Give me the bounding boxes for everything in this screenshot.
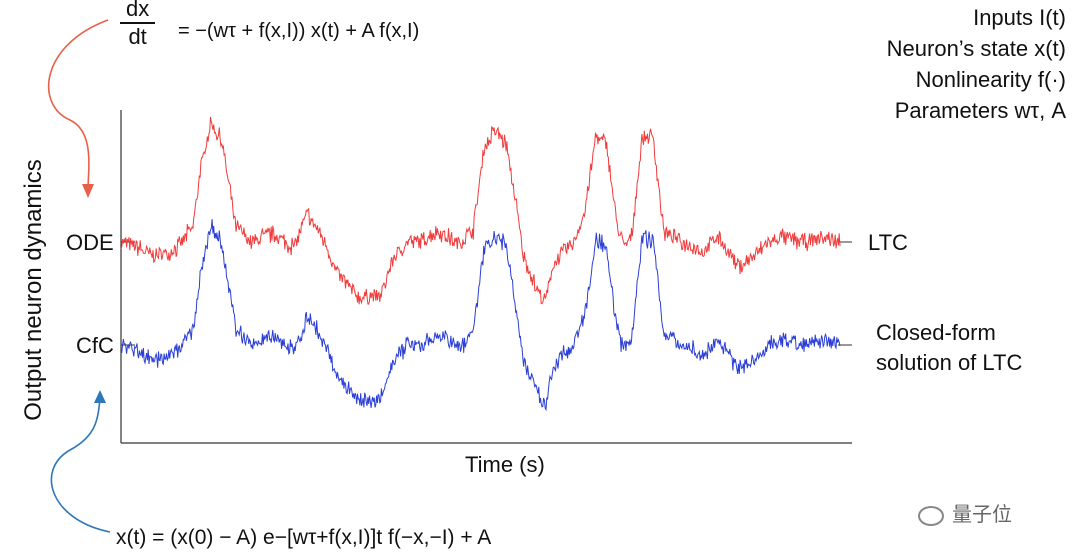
ltc-series-line (120, 116, 841, 305)
ode-denominator: dt (128, 24, 147, 49)
legend-inputs: Inputs I(t) (973, 5, 1066, 30)
ode-equation-rhs: = −(wτ + f(x,I)) x(t) + A f(x,I) (178, 20, 420, 42)
ode-derivative-fraction: dx dt (120, 0, 156, 50)
ode-row-label: ODE (66, 230, 114, 255)
cfc-series-label-line1: Closed-form (876, 320, 996, 345)
cfc-series-line (120, 219, 841, 412)
bottom-arrow-head (94, 390, 106, 403)
wechat-icon (918, 505, 944, 526)
bottom-arrow (50, 397, 111, 533)
cfc-row-label: CfC (76, 333, 114, 358)
ltc-series-label: LTC (868, 230, 908, 255)
legend-state: Neuron’s state x(t) (886, 36, 1066, 61)
cfc-equation: x(t) = (x(0) − A) e−[wτ+f(x,I)]t f(−x,−I… (116, 526, 492, 549)
cfc-series-label-line2: solution of LTC (876, 350, 1023, 375)
legend-parameters: Parameters wτ, A (894, 98, 1066, 123)
x-axis-label: Time (s) (465, 452, 545, 477)
watermark: 量子位 (918, 498, 1012, 527)
legend-nonlinearity: Nonlinearity f(·) (915, 67, 1066, 92)
top-arrow-head (82, 184, 94, 198)
ode-numerator: dx (120, 0, 156, 24)
watermark-text: 量子位 (952, 504, 1012, 526)
top-arrow (48, 19, 109, 191)
